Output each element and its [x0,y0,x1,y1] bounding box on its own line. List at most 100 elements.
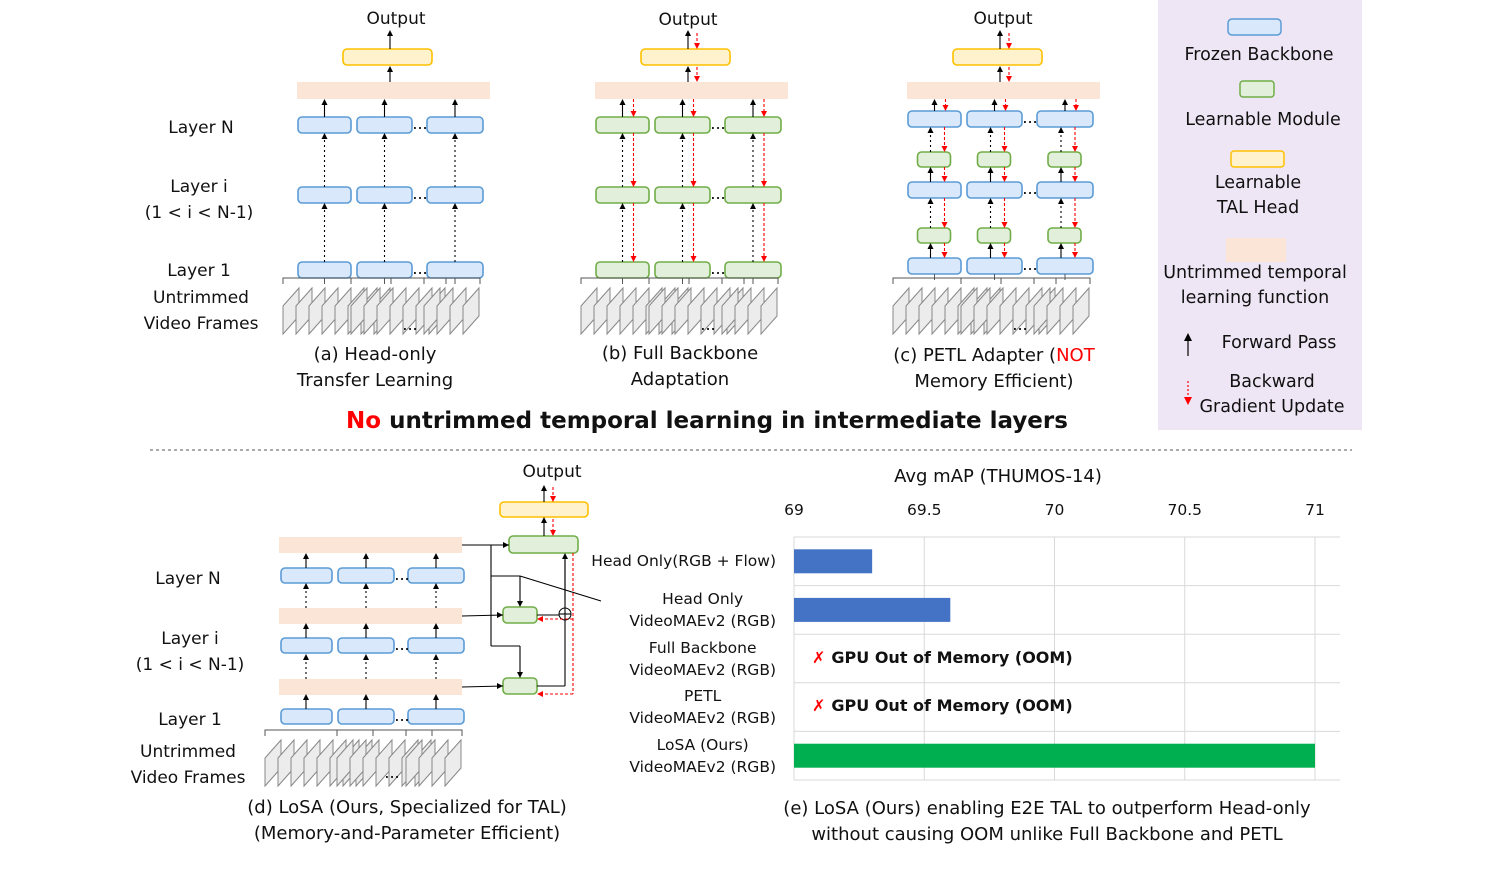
frozen-layer-block [407,637,465,654]
frames-ellipsis: ... [1012,315,1027,334]
forward-arrowhead-icon [927,127,934,133]
ellipsis: ... [394,565,409,584]
temporal-function-block [297,82,490,99]
backward-arrowhead-icon [1072,252,1078,258]
forward-arrowhead-icon [363,654,369,660]
oom-text: GPU Out of Memory (OOM) [831,647,1073,667]
backward-arrowhead-icon [761,181,767,187]
temporal-function-block [595,82,788,99]
backward-arrowhead-icon [694,76,700,82]
arrowhead-icon [497,683,503,689]
forward-arrowhead-icon [927,243,934,249]
forward-arrowhead-icon [997,30,1003,36]
frozen-layer-block [337,637,395,654]
banner-red: No [346,408,382,434]
forward-arrowhead-icon [1062,99,1068,105]
tal-head-d [499,501,589,518]
learnable-layer-block [724,261,782,279]
ellipsis: ... [1022,179,1037,198]
frame-group-bracket [960,277,1057,284]
forward-arrowhead-icon [1058,243,1064,249]
backward-arrowhead-icon [761,256,767,262]
forward-arrowhead-icon [987,127,994,133]
caption-c-red: NOT [1056,345,1095,366]
temporal-function-block [279,537,462,553]
backward-arrowhead-icon [690,181,697,187]
backward-arrowhead-icon [761,111,767,117]
backward-arrowhead-icon [1002,105,1009,111]
forward-arrowhead-icon [619,99,626,105]
frames-label: Untrimmed Video Frames [143,288,259,334]
frozen-layer-block [1036,181,1094,199]
temporal-function-block [279,608,462,624]
x-tick-label: 70.5 [1167,501,1203,519]
losa-fusion-block [508,535,579,554]
learnable-layer-block [654,186,711,204]
tal-head [952,48,1043,66]
learnable-layer-block [595,186,650,204]
frame-group-bracket [648,277,745,284]
caption-c-pre: (c) PETL Adapter ( [893,345,1057,366]
frozen-layer-block [407,708,465,725]
output-label-b: Output [658,10,718,30]
frame-group-bracket [721,277,779,284]
category-label: Full Backbone VideoMAEv2 (RGB) [629,638,776,679]
backward-arrowhead-icon [537,691,543,697]
ellipsis: ... [710,259,725,278]
forward-arrowhead-icon [303,583,309,589]
caption-a: (a) Head-only Transfer Learning [296,344,454,391]
frozen-layer-block [297,261,352,279]
backward-arrowhead-icon [1006,43,1012,49]
adapter-block [976,227,1012,244]
adapter-block [1047,151,1082,168]
forward-arrowhead-icon [562,553,568,559]
frame-group-bracket [892,277,1002,284]
caption-b: (b) Full Backbone Adaptation [601,343,759,390]
forward-arrowhead-icon [685,66,691,72]
backward-arrowhead-icon [537,616,543,622]
arrowhead-icon [517,601,523,607]
forward-arrowhead-icon [931,99,938,105]
forward-arrowhead-icon [303,623,309,629]
forward-arrowhead-icon [1058,167,1064,173]
losa-adapter-block [502,606,538,624]
forward-arrowhead-icon [387,66,393,72]
oom-x-icon: ✗ [812,647,826,667]
forward-arrowhead-icon [433,623,439,629]
ellipsis: ... [1022,255,1037,274]
forward-arrowhead-icon [1058,198,1064,204]
adapter-block [916,227,952,244]
backward-arrowhead-icon [630,181,637,187]
ellipsis: ... [1022,108,1037,127]
learnable-layer-block [724,116,782,134]
backward-arrowhead-icon [941,146,948,152]
banner-rest: untrimmed temporal learning in intermedi… [381,408,1068,434]
arrowhead-icon [503,542,509,548]
forward-arrowhead-icon [987,198,994,204]
caption-e: (e) LoSA (Ours) enabling E2E TAL to outp… [783,798,1311,845]
frozen-layer-block [407,567,465,584]
oom-annotation: ✗ GPU Out of Memory (OOM) [812,696,1073,715]
frozen-layer-block [1036,257,1094,275]
backward-arrow-icon [1184,381,1192,405]
ellipsis: ... [710,114,725,133]
category-label: Head Only(RGB + Flow) [591,552,776,571]
backward-arrowhead-icon [1001,222,1008,228]
forward-arrowhead-icon [987,167,994,173]
forward-arrowhead-icon [433,654,439,660]
oom-text: GPU Out of Memory (OOM) [831,696,1073,716]
head-swatch [1230,150,1285,168]
legend-learnable: Learnable Module [1185,110,1341,130]
forward-arrowhead-icon [541,485,547,491]
frozen-layer-block [966,181,1023,199]
video-frame [760,286,778,336]
frozen-layer-block [280,637,333,654]
backward-arrowhead-icon [1072,176,1078,182]
frozen-layer-block [426,116,484,134]
layer-n-label: Layer N [168,118,234,138]
ellipsis: ... [412,259,427,278]
frozen-layer-block [297,186,352,204]
x-tick-label: 69.5 [906,501,942,519]
forward-arrowhead-icon [927,198,934,204]
